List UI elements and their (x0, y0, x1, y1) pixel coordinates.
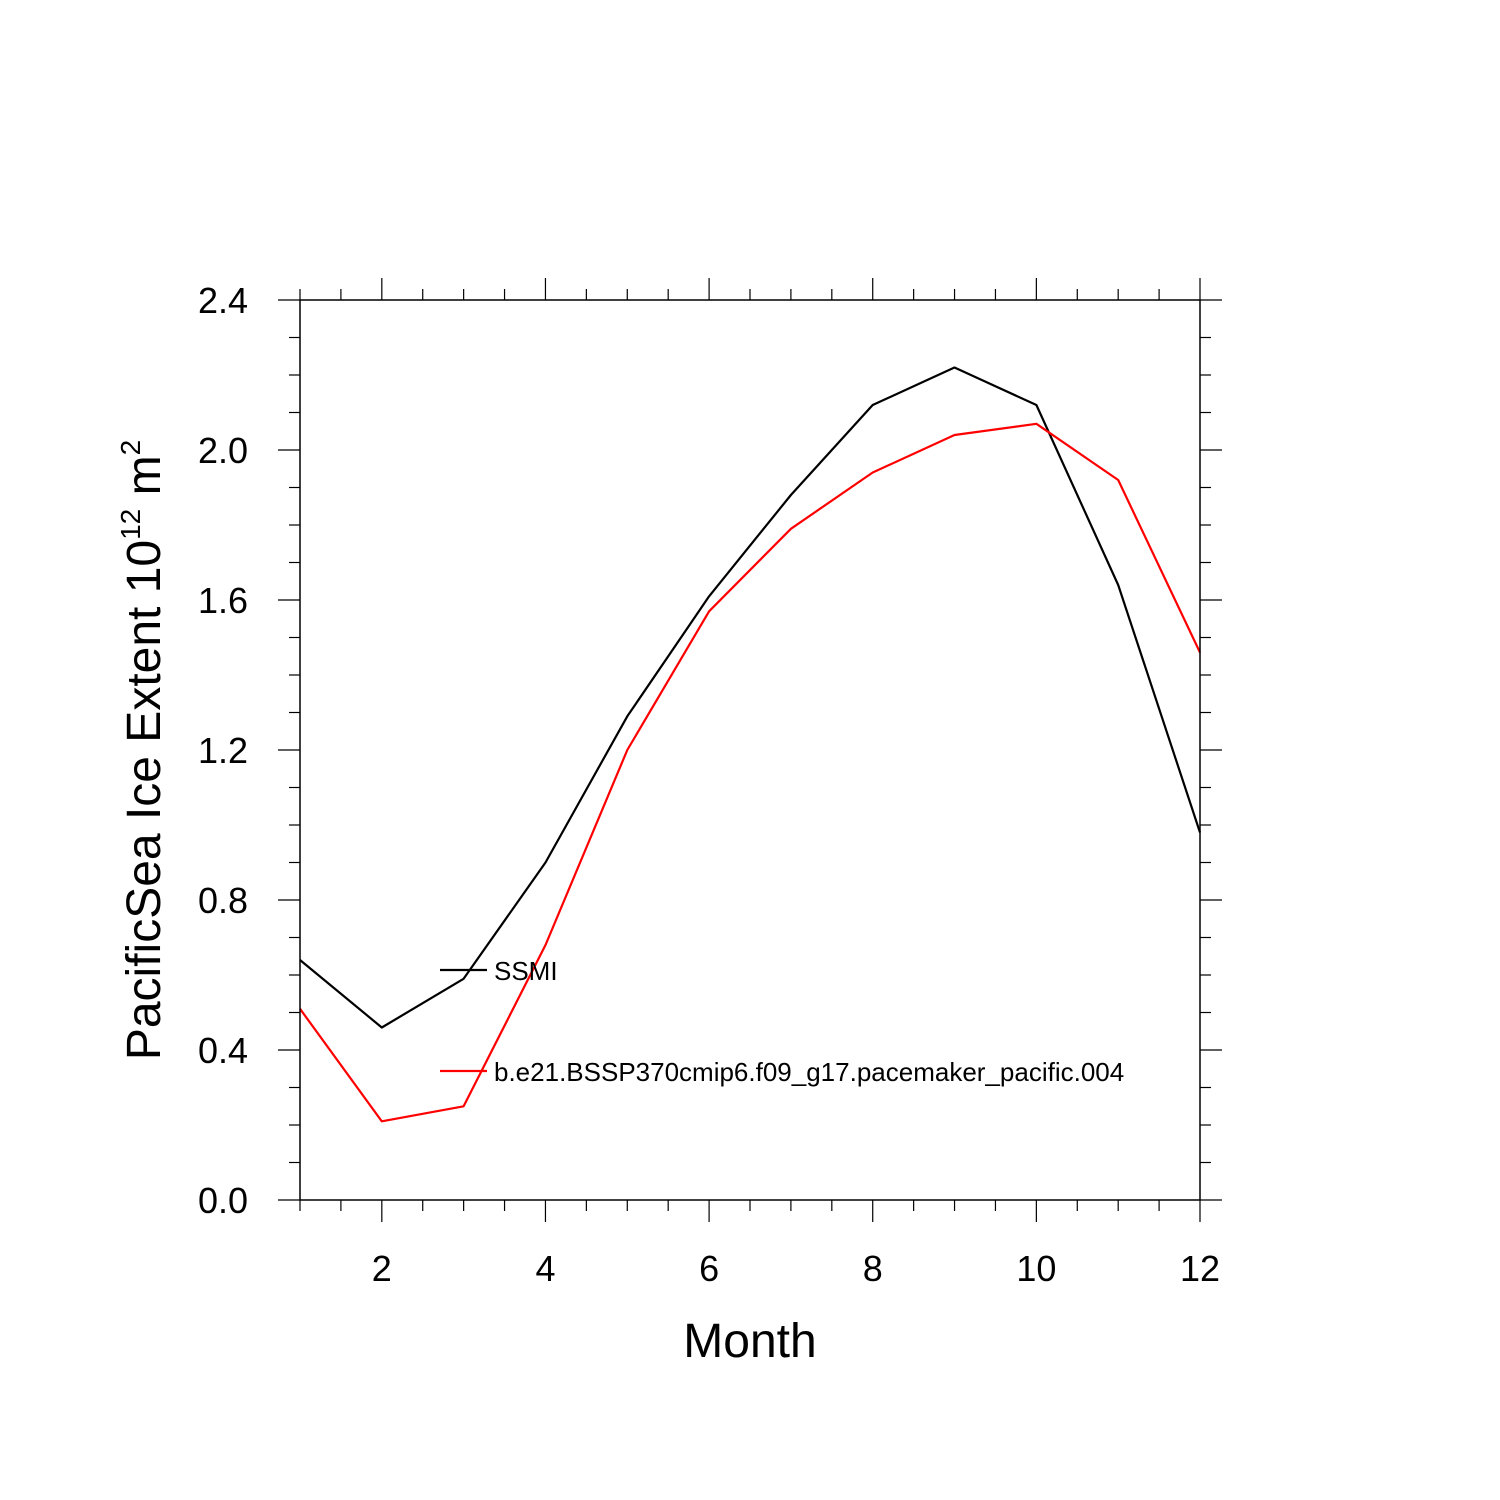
x-tick-label: 2 (372, 1248, 392, 1289)
y-tick-label: 2.4 (198, 280, 248, 321)
x-tick-label: 12 (1180, 1248, 1220, 1289)
x-tick-label: 4 (535, 1248, 555, 1289)
axis-ticks (278, 278, 1222, 1222)
series-lines (299, 366, 1202, 1123)
series-line-1 (299, 366, 1202, 1029)
legend-label-1: SSMI (494, 956, 558, 986)
x-tick-label: 8 (863, 1248, 883, 1289)
x-axis-title: Month (683, 1315, 816, 1368)
y-axis-title-unit-exponent: 2 (115, 440, 146, 456)
tick-labels: 2 4 6 8 10 12 0.0 0.4 0.8 1.2 1.6 2.0 2.4 (198, 280, 1220, 1289)
y-axis-title: PacificSea Ice Extent 1012 m2 (115, 440, 171, 1060)
y-tick-label: 2.0 (198, 430, 248, 471)
y-axis-title-unit: m (118, 455, 171, 508)
y-tick-label: 1.6 (198, 580, 248, 621)
x-tick-label: 6 (699, 1248, 719, 1289)
y-axis-title-main: PacificSea Ice Extent 10 (118, 540, 171, 1060)
series-line-2 (299, 422, 1201, 1123)
y-tick-label: 0.4 (198, 1030, 248, 1071)
y-axis-title-exponent: 12 (115, 509, 146, 540)
x-tick-label: 10 (1016, 1248, 1056, 1289)
y-tick-label: 0.0 (198, 1180, 248, 1221)
plot-frame (299, 299, 1201, 1201)
y-tick-label: 0.8 (198, 880, 248, 921)
legend-label-2: b.e21.BSSP370cmip6.f09_g17.pacemaker_pac… (494, 1057, 1124, 1087)
y-tick-label: 1.2 (198, 730, 248, 771)
legend: SSMI b.e21.BSSP370cmip6.f09_g17.pacemaker… (440, 956, 1124, 1087)
